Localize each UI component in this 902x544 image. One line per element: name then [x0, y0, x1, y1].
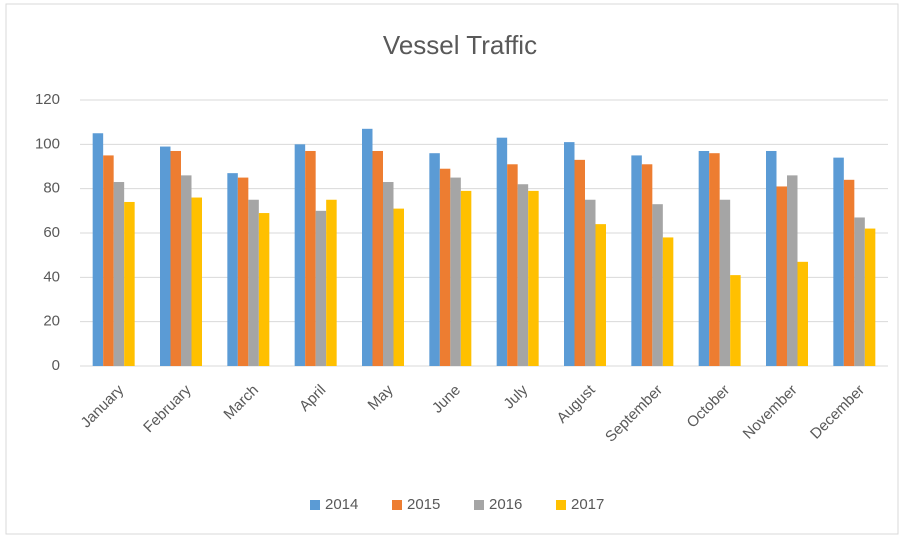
legend-swatch [392, 500, 402, 510]
bar [450, 177, 461, 366]
bar [662, 237, 674, 366]
bar [776, 186, 787, 366]
bar [631, 155, 642, 366]
bar [496, 137, 508, 366]
bar [160, 146, 171, 366]
y-tick-label: 60 [43, 224, 60, 241]
bar [833, 157, 844, 366]
y-tick-label: 40 [43, 268, 60, 285]
bar [372, 150, 383, 366]
bar [564, 142, 575, 366]
bar [294, 144, 306, 366]
bar [439, 168, 451, 366]
legend-swatch [310, 500, 320, 510]
legend-label: 2015 [407, 496, 440, 513]
chart-title: Vessel Traffic [383, 30, 537, 60]
bar [258, 213, 270, 366]
legend-swatch [474, 500, 484, 510]
bar [517, 184, 529, 366]
bar [709, 153, 720, 366]
bar [103, 155, 114, 366]
bar [305, 150, 316, 366]
bar [730, 275, 741, 366]
bar [237, 177, 249, 366]
bar [248, 199, 259, 366]
bar [393, 208, 404, 366]
bar [595, 224, 606, 366]
bar [113, 182, 125, 366]
bar [766, 150, 777, 366]
bar [326, 199, 337, 366]
bar [507, 164, 518, 366]
y-tick-label: 120 [35, 91, 60, 108]
bar [315, 210, 327, 366]
bar [460, 190, 472, 366]
bar [170, 150, 181, 366]
bar [362, 128, 373, 366]
legend-label: 2017 [571, 496, 604, 513]
bar [585, 199, 596, 366]
bar [698, 150, 710, 366]
bar [124, 201, 135, 366]
bar [181, 175, 192, 366]
bar [864, 228, 876, 366]
bar [92, 133, 104, 366]
bar [854, 217, 865, 366]
y-tick-label: 80 [43, 180, 60, 197]
bar [843, 179, 855, 366]
bar [797, 261, 808, 366]
bar [574, 159, 585, 366]
y-tick-label: 100 [35, 135, 60, 152]
legend-label: 2014 [325, 496, 358, 513]
bar [191, 197, 202, 366]
y-tick-label: 0 [52, 357, 60, 374]
y-tick-label: 20 [43, 313, 60, 330]
bar [227, 173, 238, 366]
bar [641, 164, 653, 366]
bar [652, 204, 663, 366]
bar [787, 175, 798, 366]
legend-swatch [556, 500, 566, 510]
bar [383, 182, 394, 366]
bar [429, 153, 440, 366]
legend-label: 2016 [489, 496, 522, 513]
bar [719, 199, 731, 366]
bar [528, 190, 539, 366]
